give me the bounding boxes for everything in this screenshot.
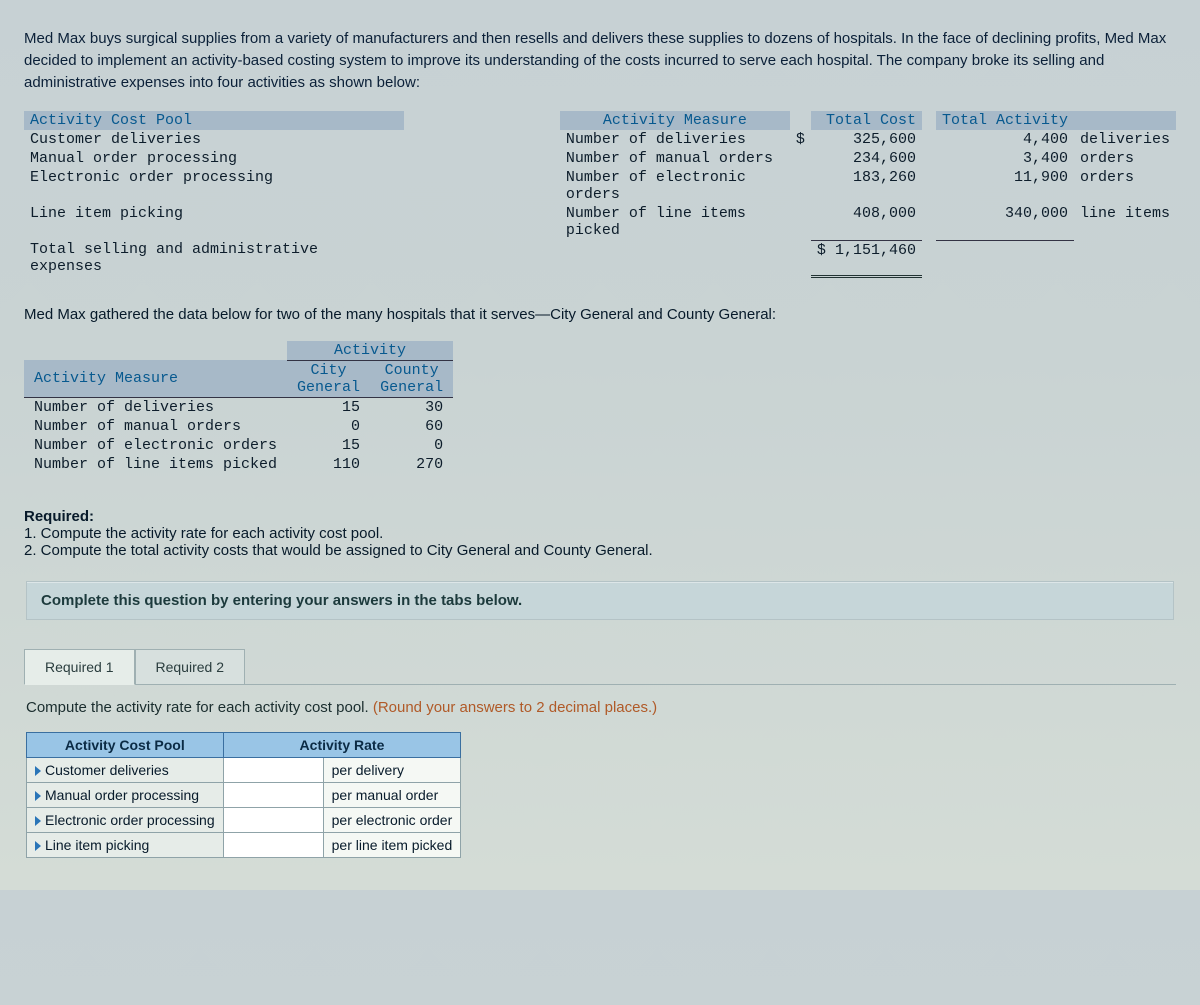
header-cell: Activity [287,341,453,361]
table-row: Electronic order processing per electron… [27,807,461,832]
activity-rate-table: Activity Cost Pool Activity Rate Custome… [26,732,461,858]
table-row: Manual order processing per manual order [27,782,461,807]
rate-input-manual-order[interactable] [224,783,323,807]
activity-by-hospital-table: Activity Activity Measure City General C… [24,341,453,474]
cost-pool-table: Activity Cost Pool Activity Measure Tota… [24,111,1176,278]
rate-input-line-item[interactable] [224,833,323,857]
caret-right-icon [35,791,41,801]
tabs: Required 1 Required 2 [24,648,1176,684]
mid-paragraph: Med Max gathered the data below for two … [24,306,1176,323]
header-cell: City General [287,360,370,397]
tab-instruction: Compute the activity rate for each activ… [26,699,1174,716]
table-row: Manual order processing Number of manual… [24,149,1176,168]
header-cell: Total Activity [936,111,1074,130]
table-row: Number of line items picked 110 270 [24,455,453,474]
caret-right-icon [35,841,41,851]
header-cell: Total Cost [811,111,922,130]
table-row: Number of deliveries 15 30 [24,397,453,417]
header-cell: Activity Cost Pool [27,732,224,757]
table-row: Electronic order processing Number of el… [24,168,1176,204]
header-cell: County General [370,360,453,397]
table-row: Line item picking Number of line items p… [24,204,1176,240]
table-row: Customer deliveries Number of deliveries… [24,130,1176,149]
caret-right-icon [35,816,41,826]
required-item: 2. Compute the total activity costs that… [24,542,1176,559]
tab-panel-required-1: Compute the activity rate for each activ… [24,684,1176,862]
header-cell: Activity Measure [24,360,287,397]
table-row: Line item picking per line item picked [27,832,461,857]
table-row: Customer deliveries per delivery [27,757,461,782]
table-row: Number of electronic orders 15 0 [24,436,453,455]
required-item: 1. Compute the activity rate for each ac… [24,525,1176,542]
table-row: Number of manual orders 0 60 [24,417,453,436]
tab-required-1[interactable]: Required 1 [24,649,135,685]
required-heading: Required: [24,508,1176,525]
caret-right-icon [35,766,41,776]
rate-input-electronic-order[interactable] [224,808,323,832]
intro-paragraph: Med Max buys surgical supplies from a va… [24,28,1176,93]
tab-required-2[interactable]: Required 2 [135,649,246,685]
table-total-row: Total selling and administrative expense… [24,240,1176,276]
header-cell: Activity Measure [560,111,790,130]
header-cell: Activity Rate [223,732,461,757]
header-cell: Activity Cost Pool [24,111,404,130]
instruction-bar: Complete this question by entering your … [26,581,1174,620]
rate-input-customer-deliveries[interactable] [224,758,323,782]
